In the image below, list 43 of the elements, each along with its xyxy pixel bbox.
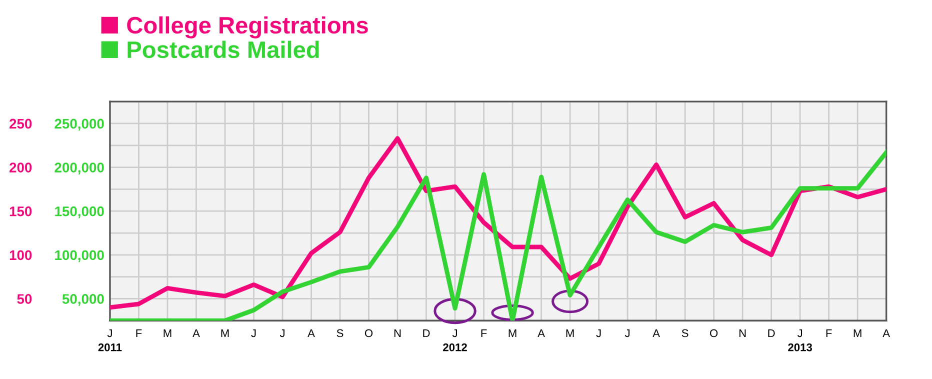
x-tick-label: D xyxy=(423,329,430,338)
x-tick-label: O xyxy=(364,329,373,338)
x-tick-label: A xyxy=(538,329,545,338)
legend-label: College Registrations xyxy=(127,16,368,38)
y2-tick-label: 50,000 xyxy=(62,294,104,306)
x-tick-label: F xyxy=(481,329,487,338)
y-tick-label: 100 xyxy=(10,250,32,260)
x-tick-label: A xyxy=(308,329,315,338)
x-tick-label: J xyxy=(452,329,457,338)
x-tick-label: F xyxy=(136,329,142,338)
x-tick-label: M xyxy=(221,329,229,338)
y-tick-label: 250 xyxy=(10,118,32,129)
x-tick-label: J xyxy=(797,329,802,338)
x-tick-label: J xyxy=(596,329,601,338)
x-tick-label: A xyxy=(652,329,660,338)
x-tick-label: M xyxy=(854,329,862,338)
x-tick-label: S xyxy=(682,329,688,338)
x-tick-label: J xyxy=(107,329,112,338)
y-tick-label: 150 xyxy=(10,206,32,216)
x-tick-label: F xyxy=(826,329,832,338)
y2-tick-label: 100,000 xyxy=(55,250,104,262)
y-tick-label: 200 xyxy=(10,162,32,172)
x-tick-label: N xyxy=(739,329,746,338)
y2-tick-label: 200,000 xyxy=(54,162,104,174)
legend-label: Postcards Mailed xyxy=(128,40,319,58)
y-tick-label: 50 xyxy=(17,294,32,304)
y2-tick-label: 150,000 xyxy=(55,206,104,218)
x2-tick-label: 2013 xyxy=(788,343,812,352)
x-tick-label: M xyxy=(164,329,172,338)
x2-tick-label: 2012 xyxy=(443,343,467,352)
x-tick-label: D xyxy=(768,329,775,338)
x-tick-label: O xyxy=(710,329,718,338)
x2-tick-label: 2011 xyxy=(98,343,122,352)
x-tick-label: J xyxy=(624,329,630,338)
y2-tick-label: 250,000 xyxy=(54,118,104,131)
x-tick-label: N xyxy=(394,329,401,338)
x-tick-label: A xyxy=(882,329,890,338)
x-tick-label: J xyxy=(251,329,256,338)
x-tick-label: M xyxy=(566,329,574,338)
x-tick-label: J xyxy=(280,329,284,338)
x-tick-label: M xyxy=(508,329,516,338)
x-tick-label: A xyxy=(192,329,200,338)
x-tick-label: S xyxy=(336,329,344,338)
